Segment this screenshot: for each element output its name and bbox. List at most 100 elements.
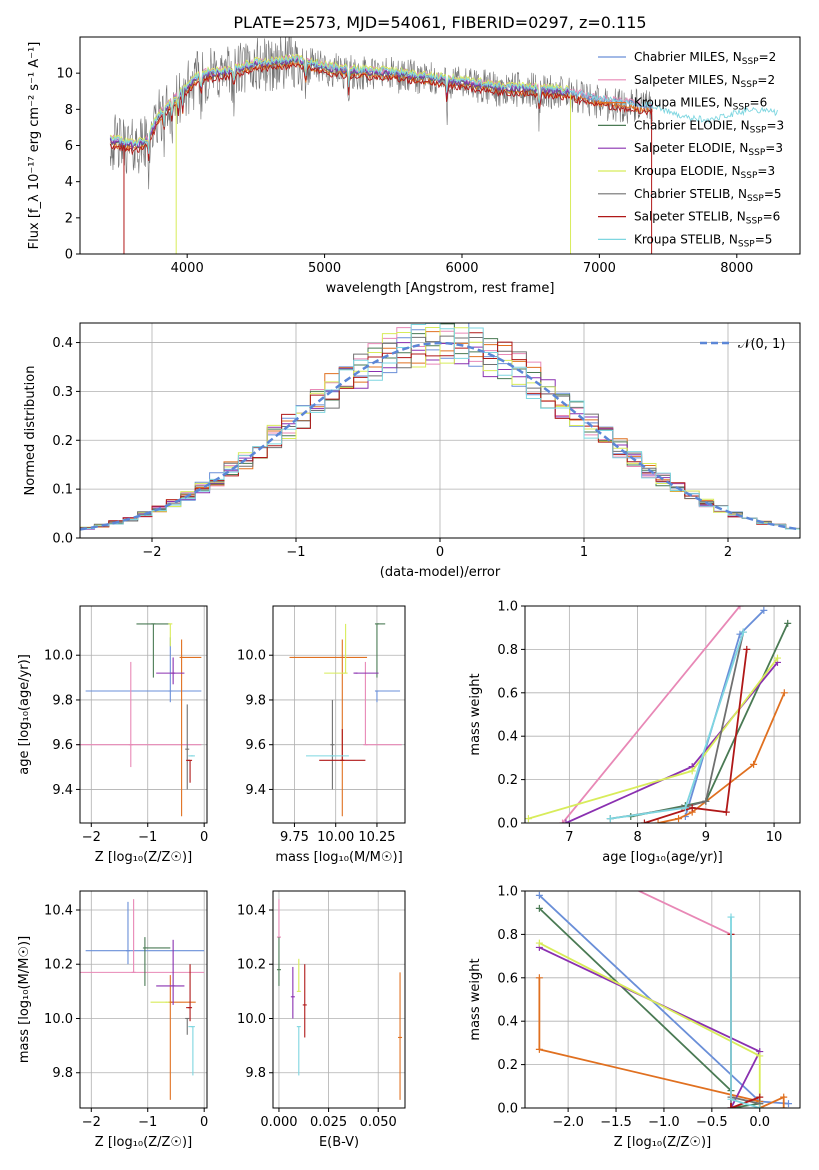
histogram-step-kroupa-stelib xyxy=(80,323,800,532)
series-marker xyxy=(675,815,683,823)
y-tick-label: 0.0 xyxy=(497,1102,518,1117)
y-tick-label: 10.0 xyxy=(237,649,266,664)
series-marker xyxy=(606,815,614,823)
x-tick-label: 2 xyxy=(724,545,732,560)
axes-frame xyxy=(272,890,406,1109)
series-marker xyxy=(535,891,543,899)
y-axis-label: mass weight xyxy=(468,673,483,755)
y-tick-label: 10.0 xyxy=(44,649,73,664)
y-tick-label: 10.0 xyxy=(44,1012,73,1027)
x-tick-label: −2 xyxy=(142,545,161,560)
errorbar-point-chabrier-stelib xyxy=(185,704,190,790)
series-marker xyxy=(739,628,747,636)
series-marker xyxy=(756,1093,764,1101)
legend-entry: Salpeter STELIB, NSSP=6 xyxy=(634,210,780,227)
y-tick-label: 1.0 xyxy=(497,885,518,900)
series-marker xyxy=(681,804,689,812)
errorbar-point-salpeter-elodie xyxy=(156,657,185,685)
series-salpeter-stelib xyxy=(640,645,751,823)
x-axis-label: Z [log₁₀(Z/Z☉)] xyxy=(614,1135,711,1150)
legend-entry-base: Chabrier MILES, N xyxy=(634,50,742,64)
series-marker xyxy=(760,606,768,614)
series-marker xyxy=(559,819,567,823)
series-line xyxy=(538,946,761,1108)
series-marker xyxy=(727,1095,735,1103)
axes-frame xyxy=(272,605,406,824)
residuals-panel: −2 −1 0 1 2 0.0 0.1 0.2 0.3 0.4 (data-model)/error… xyxy=(23,322,801,580)
series-marker xyxy=(535,939,543,947)
x-tick-label: 4000 xyxy=(171,261,204,276)
series-kroupa-elodie xyxy=(525,654,781,823)
errorbar-point-chabrier-stelib xyxy=(330,699,335,790)
x-tick-label: 0.025 xyxy=(310,1115,347,1130)
legend-entry-base: Chabrier ELODIE, N xyxy=(634,118,750,132)
series-line xyxy=(528,657,779,820)
x-tick-label: 0.000 xyxy=(260,1115,297,1130)
series-salpeter-elodie xyxy=(562,658,781,823)
mass-weight-vs-age-panel: 7 8 9 10 0.0 0.2 0.4 0.6 0.8 1.0 age [log₁₀(age/yr… xyxy=(468,600,801,865)
gaussian-reference-curve xyxy=(80,341,800,531)
errorbar-point-kroupa-elodie xyxy=(168,623,173,647)
x-tick-label: −2 xyxy=(82,1115,101,1130)
series-marker xyxy=(785,1100,793,1108)
spectrum-panel: 4000 5000 6000 7000 8000 0 2 4 6 8 10 wavelength [A… xyxy=(27,36,801,296)
y-axis-label: mass [log₁₀(M/M☉)] xyxy=(17,936,32,1063)
errorbar-point-salpeter-stelib xyxy=(302,964,307,1038)
y-tick-label: 0.6 xyxy=(497,971,518,986)
x-tick-label: 0 xyxy=(200,830,208,845)
x-axis-label: (data-model)/error xyxy=(380,565,501,580)
legend-entry-sub: SSP xyxy=(742,57,759,67)
y-tick-label: 0.2 xyxy=(497,1058,518,1073)
series-marker xyxy=(727,913,735,921)
y-tick-label: 2 xyxy=(65,211,73,226)
axes-frame xyxy=(79,605,208,824)
series-marker xyxy=(780,689,788,697)
mass-weight-vs-metallicity-panel: −2.0 −1.5 −1.0 −0.5 0.0 0.0 0.2 0.4 0.6 0.8 1.0 Z [… xyxy=(468,885,801,1150)
legend-entry-sub: SSP xyxy=(750,125,767,135)
histogram-plot-area xyxy=(80,323,800,532)
errorbar-point-chabrier-elodie xyxy=(276,937,281,986)
legend-entry: Chabrier STELIB, NSSP=5 xyxy=(634,187,782,204)
legend-entry-sub: SSP xyxy=(741,80,758,90)
y-tick-label: 6 xyxy=(65,139,73,154)
legend-entry-sub: SSP xyxy=(748,148,765,158)
x-tick-label: −1 xyxy=(138,1115,157,1130)
y-tick-label: 10 xyxy=(56,67,73,82)
legend-entry-base: Kroupa MILES, N xyxy=(634,96,733,110)
errorbar-point-kroupa-elodie xyxy=(324,623,348,674)
series-marker xyxy=(525,815,532,823)
x-tick-label: 10.25 xyxy=(358,830,395,845)
spectrum-plot-area xyxy=(109,37,778,254)
errorbar-point-salpeter-stelib xyxy=(186,964,193,1022)
y-tick-label: 9.4 xyxy=(245,783,266,798)
axes-frame xyxy=(524,890,801,1109)
errorbar-point-chabrier-elodie xyxy=(374,623,386,678)
errorbar-point-salpeter-elodie xyxy=(156,939,185,1005)
errorbar-point-chabrier-elodie xyxy=(142,937,171,986)
errorbar-point-salpeter-stelib xyxy=(186,759,193,783)
model-line-kroupa-stelib xyxy=(109,55,778,154)
series-salpeter-elodie xyxy=(535,943,764,1108)
legend-entry-base: Salpeter STELIB, N xyxy=(634,210,746,224)
x-tick-label: 9.75 xyxy=(280,830,309,845)
legend-entry: Salpeter MILES, NSSP=2 xyxy=(634,73,775,90)
series-line xyxy=(657,692,786,823)
series-marker xyxy=(750,760,758,768)
series-line xyxy=(538,907,760,1108)
series-kroupa-stelib xyxy=(606,628,747,823)
legend-entry-sub: SSP xyxy=(741,171,758,181)
x-tick-label: −1 xyxy=(286,545,305,560)
series-line xyxy=(644,649,748,823)
y-tick-label: 9.8 xyxy=(52,1066,73,1081)
series-marker xyxy=(780,1093,788,1101)
legend-entry: Salpeter ELODIE, NSSP=3 xyxy=(634,141,783,158)
x-tick-label: 5000 xyxy=(308,261,341,276)
errorbar-point-chabrier-miles xyxy=(374,690,401,703)
legend-entry-sub: SSP xyxy=(733,103,750,113)
series-marker xyxy=(773,654,781,662)
y-tick-label: 0.1 xyxy=(52,483,73,498)
x-axis-label: age [log₁₀(age/yr)] xyxy=(602,850,723,865)
series-line xyxy=(561,606,741,823)
